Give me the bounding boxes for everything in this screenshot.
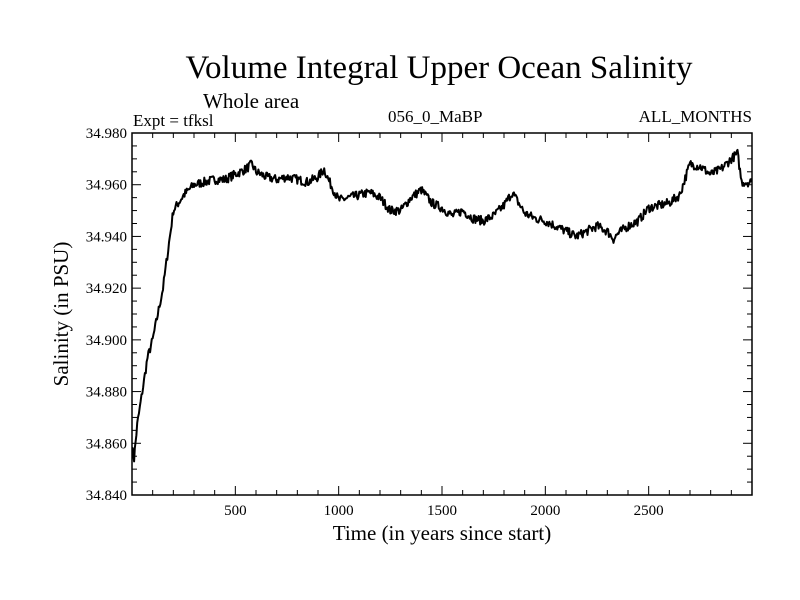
tick-marks <box>132 132 752 496</box>
chart-title: Volume Integral Upper Ocean Salinity <box>185 50 693 86</box>
y-tick-label: 34.960 <box>86 178 127 194</box>
x-tick-label: 2000 <box>530 503 560 519</box>
y-tick-label: 34.980 <box>86 126 127 142</box>
y-tick-label: 34.860 <box>86 436 127 452</box>
y-tick-label: 34.840 <box>86 488 127 504</box>
x-axis-label: Time (in years since start) <box>333 521 552 545</box>
plot-frame <box>131 132 753 496</box>
experiment-label: Expt = tfksl <box>133 111 214 130</box>
months-label: ALL_MONTHS <box>638 107 752 126</box>
y-tick-label: 34.900 <box>86 333 127 349</box>
x-tick-label: 1000 <box>324 503 354 519</box>
x-tick-label: 500 <box>224 503 247 519</box>
chart-subtitle: Whole area <box>203 89 300 113</box>
y-tick-label: 34.880 <box>86 385 127 401</box>
y-tick-label: 34.940 <box>86 229 127 245</box>
salinity-series-line <box>132 148 752 463</box>
run-label: 056_0_MaBP <box>388 107 483 126</box>
x-tick-label: 1500 <box>427 503 457 519</box>
tick-labels: 500 1000 1500 2000 2500 34.840 34.860 34.880 34.… <box>86 126 664 519</box>
y-tick-label: 34.920 <box>86 281 127 297</box>
y-axis-label: Salinity (in PSU) <box>49 242 73 387</box>
x-tick-label: 2500 <box>634 503 664 519</box>
